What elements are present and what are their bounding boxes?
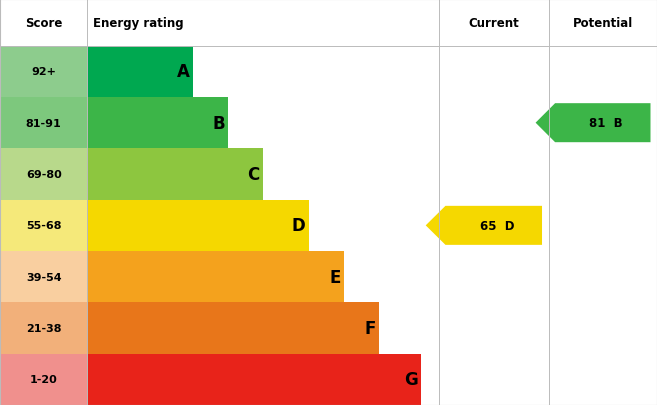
Text: D: D: [292, 217, 306, 235]
Bar: [87, 354, 421, 405]
Text: B: B: [212, 114, 225, 132]
Bar: [87, 149, 263, 200]
Bar: [87, 98, 228, 149]
Text: 39-54: 39-54: [26, 272, 62, 282]
Bar: [87, 47, 193, 98]
Bar: [0, 47, 87, 98]
Bar: [0, 149, 87, 200]
Bar: [0, 354, 87, 405]
Bar: [87, 252, 344, 303]
Bar: [87, 200, 309, 252]
Text: E: E: [329, 268, 341, 286]
Text: Score: Score: [25, 17, 62, 30]
Polygon shape: [535, 104, 650, 143]
Text: 1-20: 1-20: [30, 374, 58, 384]
Text: 65  D: 65 D: [480, 219, 514, 232]
Polygon shape: [426, 206, 542, 245]
Text: Energy rating: Energy rating: [93, 17, 183, 30]
Bar: [0, 200, 87, 252]
Text: Potential: Potential: [573, 17, 633, 30]
Text: 81  B: 81 B: [589, 117, 623, 130]
Text: 69-80: 69-80: [26, 170, 62, 179]
Text: F: F: [365, 319, 376, 337]
Text: 21-38: 21-38: [26, 323, 62, 333]
Bar: [87, 303, 379, 354]
Bar: [0, 303, 87, 354]
Text: A: A: [177, 63, 189, 81]
Text: C: C: [248, 166, 260, 183]
Text: 81-91: 81-91: [26, 118, 62, 128]
Text: 55-68: 55-68: [26, 221, 62, 231]
Text: G: G: [404, 371, 418, 388]
Text: Current: Current: [468, 17, 519, 30]
Bar: [0, 252, 87, 303]
Bar: [0, 98, 87, 149]
Text: 92+: 92+: [32, 67, 56, 77]
